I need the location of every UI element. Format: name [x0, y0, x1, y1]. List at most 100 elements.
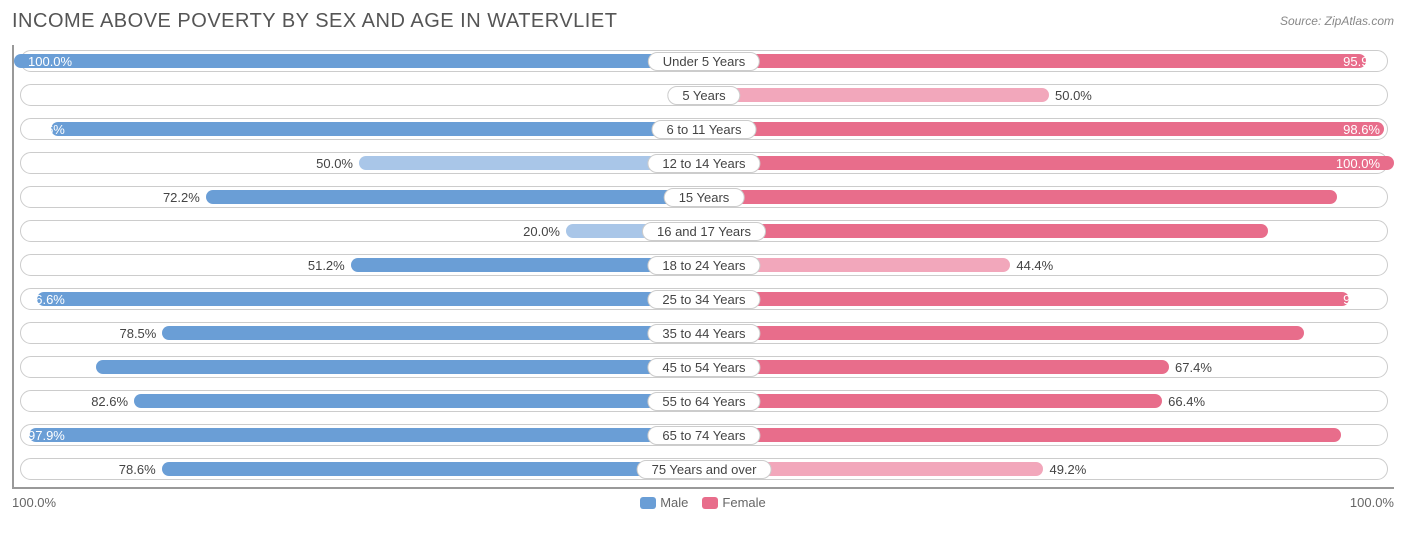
male-bar — [206, 190, 704, 204]
female-value-label: 67.4% — [1175, 360, 1212, 375]
female-half: 67.4% — [704, 351, 1394, 383]
chart-row: 97.9% 92.3% 65 to 74 Years — [14, 419, 1394, 451]
female-bar — [704, 428, 1341, 442]
female-half: 50.0% — [704, 79, 1394, 111]
female-half: 87.0% — [704, 317, 1394, 349]
male-bar — [51, 122, 704, 136]
male-value-label: 82.6% — [91, 394, 128, 409]
female-value-label: 91.7% — [1343, 190, 1380, 205]
chart-row: 50.0% 100.0%12 to 14 Years — [14, 147, 1394, 179]
male-value-label: 51.2% — [308, 258, 345, 273]
female-value-label: 44.4% — [1016, 258, 1053, 273]
chart-row: 96.6% 93.5% 25 to 34 Years — [14, 283, 1394, 315]
female-value-label: 66.4% — [1168, 394, 1205, 409]
female-value-label: 92.3% — [1343, 428, 1380, 443]
chart-row: 20.0% 81.8%16 and 17 Years — [14, 215, 1394, 247]
category-label: 35 to 44 Years — [647, 324, 760, 343]
female-half: 93.5% — [704, 283, 1394, 315]
male-value-label: 97.9% — [28, 428, 65, 443]
male-value-label: 78.5% — [119, 326, 156, 341]
male-half: 96.6% — [14, 283, 704, 315]
category-label: 16 and 17 Years — [642, 222, 766, 241]
male-half: 94.6% — [14, 113, 704, 145]
category-label: 45 to 54 Years — [647, 358, 760, 377]
female-half: 66.4% — [704, 385, 1394, 417]
male-half: 0.0% — [14, 79, 704, 111]
category-label: 5 Years — [667, 86, 740, 105]
male-bar — [29, 428, 705, 442]
category-label: 6 to 11 Years — [652, 120, 757, 139]
male-half: 78.5% — [14, 317, 704, 349]
chart-row: 94.6% 98.6% 6 to 11 Years — [14, 113, 1394, 145]
female-half: 44.4% — [704, 249, 1394, 281]
male-value-label: 50.0% — [316, 156, 353, 171]
male-half: 88.1% — [14, 351, 704, 383]
female-value-label: 49.2% — [1049, 462, 1086, 477]
category-label: 12 to 14 Years — [647, 154, 760, 173]
chart-row: 0.0% 50.0% 5 Years — [14, 79, 1394, 111]
male-value-label: 100.0% — [28, 54, 72, 69]
male-half: 82.6% — [14, 385, 704, 417]
female-value-label: 93.5% — [1343, 292, 1380, 307]
female-half: 95.9% — [704, 45, 1394, 77]
female-bar — [704, 54, 1366, 68]
header: INCOME ABOVE POVERTY BY SEX AND AGE IN W… — [12, 10, 1394, 33]
male-value-label: 20.0% — [523, 224, 560, 239]
female-value-label: 50.0% — [1055, 88, 1092, 103]
female-value-label: 95.9% — [1343, 54, 1380, 69]
axis-right-max: 100.0% — [1350, 495, 1394, 510]
legend-female-label: Female — [722, 495, 765, 510]
chart-footer: 100.0% Male Female 100.0% — [12, 495, 1394, 510]
chart-area: 100.0% 95.9% Under 5 Years 0.0% 50.0% 5 Years… — [12, 45, 1394, 489]
category-label: Under 5 Years — [648, 52, 760, 71]
male-value-label: 94.6% — [28, 122, 65, 137]
legend: Male Female — [640, 495, 766, 510]
female-bar — [704, 292, 1349, 306]
chart-row: 100.0% 95.9% Under 5 Years — [14, 45, 1394, 77]
male-half: 50.0% — [14, 147, 704, 179]
male-value-label: 96.6% — [28, 292, 65, 307]
female-half: 81.8% — [704, 215, 1394, 247]
female-half: 92.3% — [704, 419, 1394, 451]
chart-row: 82.6% 66.4% 55 to 64 Years — [14, 385, 1394, 417]
female-bar — [704, 190, 1337, 204]
female-half: 100.0% — [704, 147, 1394, 179]
chart-row: 78.5% 87.0% 35 to 44 Years — [14, 317, 1394, 349]
female-value-label: 98.6% — [1343, 122, 1380, 137]
chart-row: 72.2% 91.7% 15 Years — [14, 181, 1394, 213]
female-bar — [704, 88, 1049, 102]
female-bar — [704, 394, 1162, 408]
category-label: 18 to 24 Years — [647, 256, 760, 275]
legend-male: Male — [640, 495, 688, 510]
female-bar — [704, 326, 1304, 340]
female-bar — [704, 224, 1268, 238]
male-value-label: 72.2% — [163, 190, 200, 205]
chart-title: INCOME ABOVE POVERTY BY SEX AND AGE IN W… — [12, 10, 617, 33]
female-bar — [704, 360, 1169, 374]
swatch-female — [702, 497, 718, 509]
female-half: 91.7% — [704, 181, 1394, 213]
male-half: 97.9% — [14, 419, 704, 451]
category-label: 65 to 74 Years — [647, 426, 760, 445]
male-half: 51.2% — [14, 249, 704, 281]
source-label: Source: ZipAtlas.com — [1280, 14, 1394, 28]
axis-left-max: 100.0% — [12, 495, 56, 510]
male-bar — [14, 54, 704, 68]
female-bar — [704, 122, 1384, 136]
male-value-label: 88.1% — [28, 360, 65, 375]
chart-row: 78.6%49.2%75 Years and over — [14, 453, 1394, 485]
category-label: 15 Years — [664, 188, 745, 207]
legend-male-label: Male — [660, 495, 688, 510]
legend-female: Female — [702, 495, 765, 510]
male-bar — [162, 326, 704, 340]
female-half: 98.6% — [704, 113, 1394, 145]
male-half: 20.0% — [14, 215, 704, 247]
female-value-label: 87.0% — [1343, 326, 1380, 341]
male-bar — [96, 360, 704, 374]
swatch-male — [640, 497, 656, 509]
male-half: 100.0% — [14, 45, 704, 77]
male-half: 78.6% — [14, 453, 704, 485]
category-label: 25 to 34 Years — [647, 290, 760, 309]
male-half: 72.2% — [14, 181, 704, 213]
category-label: 55 to 64 Years — [647, 392, 760, 411]
